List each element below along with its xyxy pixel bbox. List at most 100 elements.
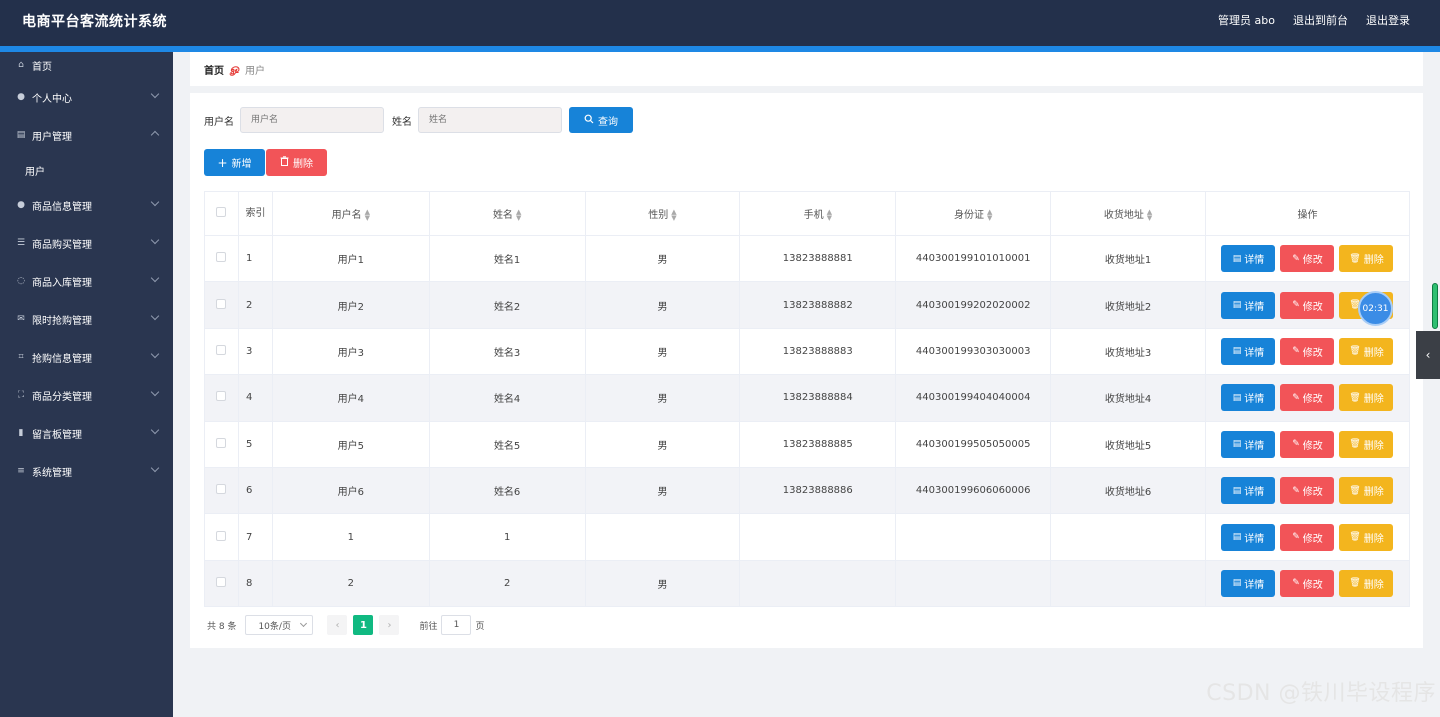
header-idcard[interactable]: 身份证 ▲ ▼ bbox=[895, 191, 1052, 236]
edit-button[interactable]: ✎ 修改 bbox=[1280, 245, 1335, 273]
edit-button[interactable]: ✎ 修改 bbox=[1280, 523, 1335, 551]
cell-address: 收货地址1 bbox=[1050, 234, 1206, 283]
detail-button-label: 详情 bbox=[1244, 255, 1265, 267]
cell-gender: 男 bbox=[584, 281, 741, 329]
cell-username: 1 bbox=[271, 513, 430, 561]
header-name[interactable]: 姓名 ▲ ▼ bbox=[428, 191, 586, 236]
row-checkbox[interactable] bbox=[216, 530, 227, 541]
cell-ops: ▤详情✎修改🗑删除 bbox=[1204, 559, 1411, 608]
cell-ops: ▤详情✎修改🗑删除 bbox=[1204, 513, 1411, 561]
cell-username: 用户3 bbox=[271, 327, 430, 376]
cell-name: 姓名4 bbox=[428, 374, 586, 422]
detail-button[interactable]: ▤ 详情 bbox=[1221, 245, 1276, 273]
row-checkbox[interactable] bbox=[216, 252, 227, 263]
detail-button[interactable]: ▤ 详情 bbox=[1221, 384, 1276, 412]
trash-icon: 🗑 bbox=[1349, 253, 1361, 264]
sidebar-subitem-user[interactable]: 用户 bbox=[25, 166, 45, 178]
pencil-icon: ✎ bbox=[1292, 578, 1300, 589]
delete-button[interactable]: 🗑删除 bbox=[1339, 569, 1394, 597]
goto-page-input[interactable]: 1 bbox=[441, 615, 472, 635]
cell-phone bbox=[739, 559, 897, 608]
sidebar-item[interactable]: ◌ 商品入库管理 bbox=[0, 262, 173, 300]
chevron-down-icon bbox=[150, 89, 160, 99]
sidebar-item[interactable]: ▤ 用户管理 bbox=[0, 116, 173, 154]
detail-button[interactable]: ▤ 详情 bbox=[1221, 337, 1276, 365]
cell-address: 收货地址5 bbox=[1050, 420, 1206, 468]
edit-button[interactable]: ✎ 修改 bbox=[1280, 569, 1335, 597]
document-icon: ▤ bbox=[1232, 253, 1242, 264]
delete-button[interactable]: 🗑删除 bbox=[1339, 384, 1394, 412]
trash-icon: 🗑 bbox=[1349, 578, 1361, 589]
detail-button[interactable]: ▤ 详情 bbox=[1221, 430, 1276, 458]
row-checkbox[interactable] bbox=[216, 576, 227, 587]
sidebar-item[interactable]: ⛶ 商品分类管理 bbox=[0, 376, 173, 414]
document-icon: ▤ bbox=[1232, 392, 1242, 403]
edit-button[interactable]: ✎ 修改 bbox=[1280, 291, 1335, 319]
row-checkbox[interactable] bbox=[216, 391, 227, 402]
mail-icon: ✉ bbox=[17, 314, 25, 324]
delete-button[interactable]: 🗑删除 bbox=[1339, 337, 1394, 365]
sidebar-item-label: 商品信息管理 bbox=[32, 201, 92, 213]
edit-button[interactable]: ✎ 修改 bbox=[1280, 384, 1335, 412]
delete-button-label: 删除 bbox=[1363, 255, 1384, 267]
next-page-button[interactable]: › bbox=[379, 615, 400, 635]
delete-button[interactable]: 🗑删除 bbox=[1339, 245, 1394, 273]
header-address[interactable]: 收货地址 ▲ ▼ bbox=[1050, 191, 1206, 236]
scroll-indicator[interactable] bbox=[1432, 283, 1438, 329]
detail-button-label: 详情 bbox=[1244, 347, 1265, 359]
detail-button[interactable]: ▤ 详情 bbox=[1221, 523, 1276, 551]
sidebar-item[interactable]: ⌗ 抢购信息管理 bbox=[0, 338, 173, 376]
select-all-checkbox[interactable] bbox=[216, 207, 227, 217]
trash-icon: 🗑 bbox=[1349, 300, 1361, 311]
row-checkbox[interactable] bbox=[216, 484, 227, 495]
page-number-button[interactable]: 1 bbox=[353, 615, 374, 635]
timer-badge[interactable]: 02:31 bbox=[1358, 291, 1393, 326]
header-phone[interactable]: 手机 ▲ ▼ bbox=[739, 191, 897, 236]
delete-button[interactable]: 🗑删除 bbox=[1339, 523, 1394, 551]
edit-button[interactable]: ✎ 修改 bbox=[1280, 477, 1335, 505]
detail-button[interactable]: ▤ 详情 bbox=[1221, 291, 1276, 319]
batch-delete-label: 删除 bbox=[293, 159, 313, 170]
trash-icon: 🗑 bbox=[1349, 532, 1361, 543]
cell-ops: ▤详情✎修改🗑删除 bbox=[1204, 466, 1411, 515]
logout-link[interactable]: 退出登录 bbox=[1366, 14, 1410, 27]
name-label: 姓名 bbox=[392, 116, 412, 128]
exit-to-front-link[interactable]: 退出到前台 bbox=[1293, 14, 1348, 27]
document-icon: ▤ bbox=[1232, 300, 1242, 311]
chevron-left-icon: ‹ bbox=[1425, 348, 1431, 362]
edit-button[interactable]: ✎ 修改 bbox=[1280, 337, 1335, 365]
header-ops: 操作 bbox=[1204, 191, 1411, 236]
row-checkbox[interactable] bbox=[216, 344, 227, 355]
username-search-input[interactable] bbox=[240, 107, 384, 133]
cell-phone: 13823888886 bbox=[739, 466, 897, 515]
query-button[interactable]: 查询 bbox=[569, 107, 633, 133]
sidebar-item[interactable]: ✉ 限时抢购管理 bbox=[0, 300, 173, 338]
sidebar-item[interactable]: ☰ 商品购买管理 bbox=[0, 224, 173, 262]
sidebar-item[interactable]: ⌂ 首页 bbox=[0, 52, 173, 78]
row-select-cell bbox=[204, 234, 239, 283]
detail-button[interactable]: ▤ 详情 bbox=[1221, 569, 1276, 597]
sidebar-item[interactable]: ● 商品信息管理 bbox=[0, 186, 173, 224]
delete-button[interactable]: 🗑删除 bbox=[1339, 477, 1394, 505]
row-checkbox[interactable] bbox=[216, 298, 227, 309]
side-panel-toggle[interactable]: ‹ bbox=[1416, 331, 1440, 379]
table-row: 2 用户2 姓名2 男 13823888882 440300199202020002 收货地… bbox=[204, 281, 1411, 329]
detail-button[interactable]: ▤ 详情 bbox=[1221, 477, 1276, 505]
row-checkbox[interactable] bbox=[216, 437, 227, 448]
sidebar-item[interactable]: ● 个人中心 bbox=[0, 78, 173, 116]
prev-page-button[interactable]: ‹ bbox=[327, 615, 348, 635]
edit-button-label: 修改 bbox=[1302, 394, 1323, 406]
page-size-select[interactable]: 10条/页 bbox=[245, 615, 314, 635]
header-username[interactable]: 用户名 ▲ ▼ bbox=[271, 191, 430, 236]
batch-delete-button[interactable]: 删除 bbox=[266, 149, 327, 176]
sidebar-item[interactable]: ▮ 留言板管理 bbox=[0, 414, 173, 452]
sidebar-item[interactable]: ≡ 系统管理 bbox=[0, 452, 173, 490]
breadcrumb-home[interactable]: 首页 bbox=[204, 65, 224, 77]
page-size-value: 10条/页 bbox=[258, 621, 291, 632]
menu-icon: ≡ bbox=[17, 466, 25, 476]
delete-button[interactable]: 🗑删除 bbox=[1339, 430, 1394, 458]
name-search-input[interactable] bbox=[418, 107, 562, 133]
edit-button[interactable]: ✎ 修改 bbox=[1280, 430, 1335, 458]
header-gender[interactable]: 性别 ▲ ▼ bbox=[584, 191, 741, 236]
add-button[interactable]: + 新增 bbox=[204, 149, 265, 176]
